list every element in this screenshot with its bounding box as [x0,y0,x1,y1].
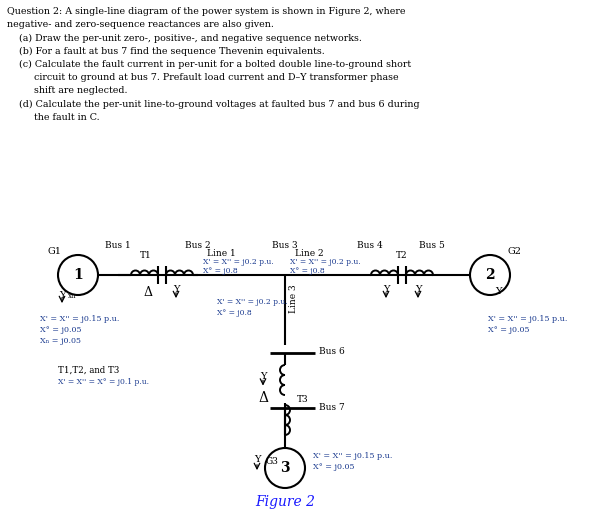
Text: Δ: Δ [258,391,268,406]
Text: T1: T1 [140,250,152,259]
Text: Y: Y [383,285,389,294]
Text: X' = X'' = j0.2 p.u.: X' = X'' = j0.2 p.u. [217,298,288,306]
Text: X' = X'' = j0.2 p.u.: X' = X'' = j0.2 p.u. [203,258,274,266]
Text: Y: Y [260,372,266,381]
Text: Bus 3: Bus 3 [272,240,298,250]
Text: (c) Calculate the fault current in per-unit for a bolted double line-to-ground s: (c) Calculate the fault current in per-u… [7,60,411,69]
Text: X° = j0.05: X° = j0.05 [40,326,81,334]
Text: X° = j0.8: X° = j0.8 [217,309,252,317]
Text: X° = j0.8: X° = j0.8 [290,267,324,275]
Text: X' = X'' = j0.2 p.u.: X' = X'' = j0.2 p.u. [290,258,360,266]
Text: Y: Y [59,290,65,299]
Text: X' = X'' = j0.15 p.u.: X' = X'' = j0.15 p.u. [40,315,119,323]
Text: X° = j0.05: X° = j0.05 [488,326,529,334]
Text: X' = X'' = j0.15 p.u.: X' = X'' = j0.15 p.u. [488,315,568,323]
Text: negative- and zero-sequence reactances are also given.: negative- and zero-sequence reactances a… [7,20,274,29]
Text: Line 2: Line 2 [294,249,323,258]
Text: Y: Y [415,285,421,294]
Text: 3: 3 [280,461,290,475]
Text: xn: xn [68,292,77,300]
Text: 1: 1 [73,268,83,282]
Text: Y: Y [254,456,260,465]
Text: Line 3: Line 3 [290,285,299,313]
Text: Bus 4: Bus 4 [357,240,383,250]
Text: Δ: Δ [143,286,152,298]
Text: Bus 2: Bus 2 [185,240,211,250]
Text: shift are neglected.: shift are neglected. [7,86,127,95]
Text: X' = X'' = X° = j0.1 p.u.: X' = X'' = X° = j0.1 p.u. [58,379,149,386]
Text: T1,T2, and T3: T1,T2, and T3 [58,366,119,375]
Text: Xₙ = j0.05: Xₙ = j0.05 [40,337,81,345]
Text: Bus 1: Bus 1 [105,240,131,250]
Text: G1: G1 [47,247,61,256]
Text: (a) Draw the per-unit zero-, positive-, and negative sequence networks.: (a) Draw the per-unit zero-, positive-, … [7,33,362,43]
Text: G2: G2 [507,247,521,256]
Text: G3: G3 [265,457,278,467]
Text: circuit to ground at bus 7. Prefault load current and D–Y transformer phase: circuit to ground at bus 7. Prefault loa… [7,73,399,82]
Text: X° = j0.8: X° = j0.8 [203,267,238,275]
Text: Line 1: Line 1 [206,249,235,258]
Text: X' = X'' = j0.15 p.u.: X' = X'' = j0.15 p.u. [313,452,392,460]
Text: Figure 2: Figure 2 [255,495,315,509]
Text: Y: Y [495,287,502,296]
Text: X° = j0.05: X° = j0.05 [313,463,355,471]
Text: the fault in C.: the fault in C. [7,112,100,121]
Text: 2: 2 [485,268,495,282]
Text: Question 2: A single-line diagram of the power system is shown in Figure 2, wher: Question 2: A single-line diagram of the… [7,7,405,16]
Text: (b) For a fault at bus 7 find the sequence Thevenin equivalents.: (b) For a fault at bus 7 find the sequen… [7,46,324,56]
Text: T3: T3 [297,395,309,404]
Text: Y: Y [173,285,179,294]
Text: Bus 6: Bus 6 [319,347,345,356]
Text: Bus 7: Bus 7 [319,402,345,411]
Text: T2: T2 [396,250,408,259]
Text: Bus 5: Bus 5 [419,240,445,250]
Text: (d) Calculate the per-unit line-to-ground voltages at faulted bus 7 and bus 6 du: (d) Calculate the per-unit line-to-groun… [7,99,419,109]
